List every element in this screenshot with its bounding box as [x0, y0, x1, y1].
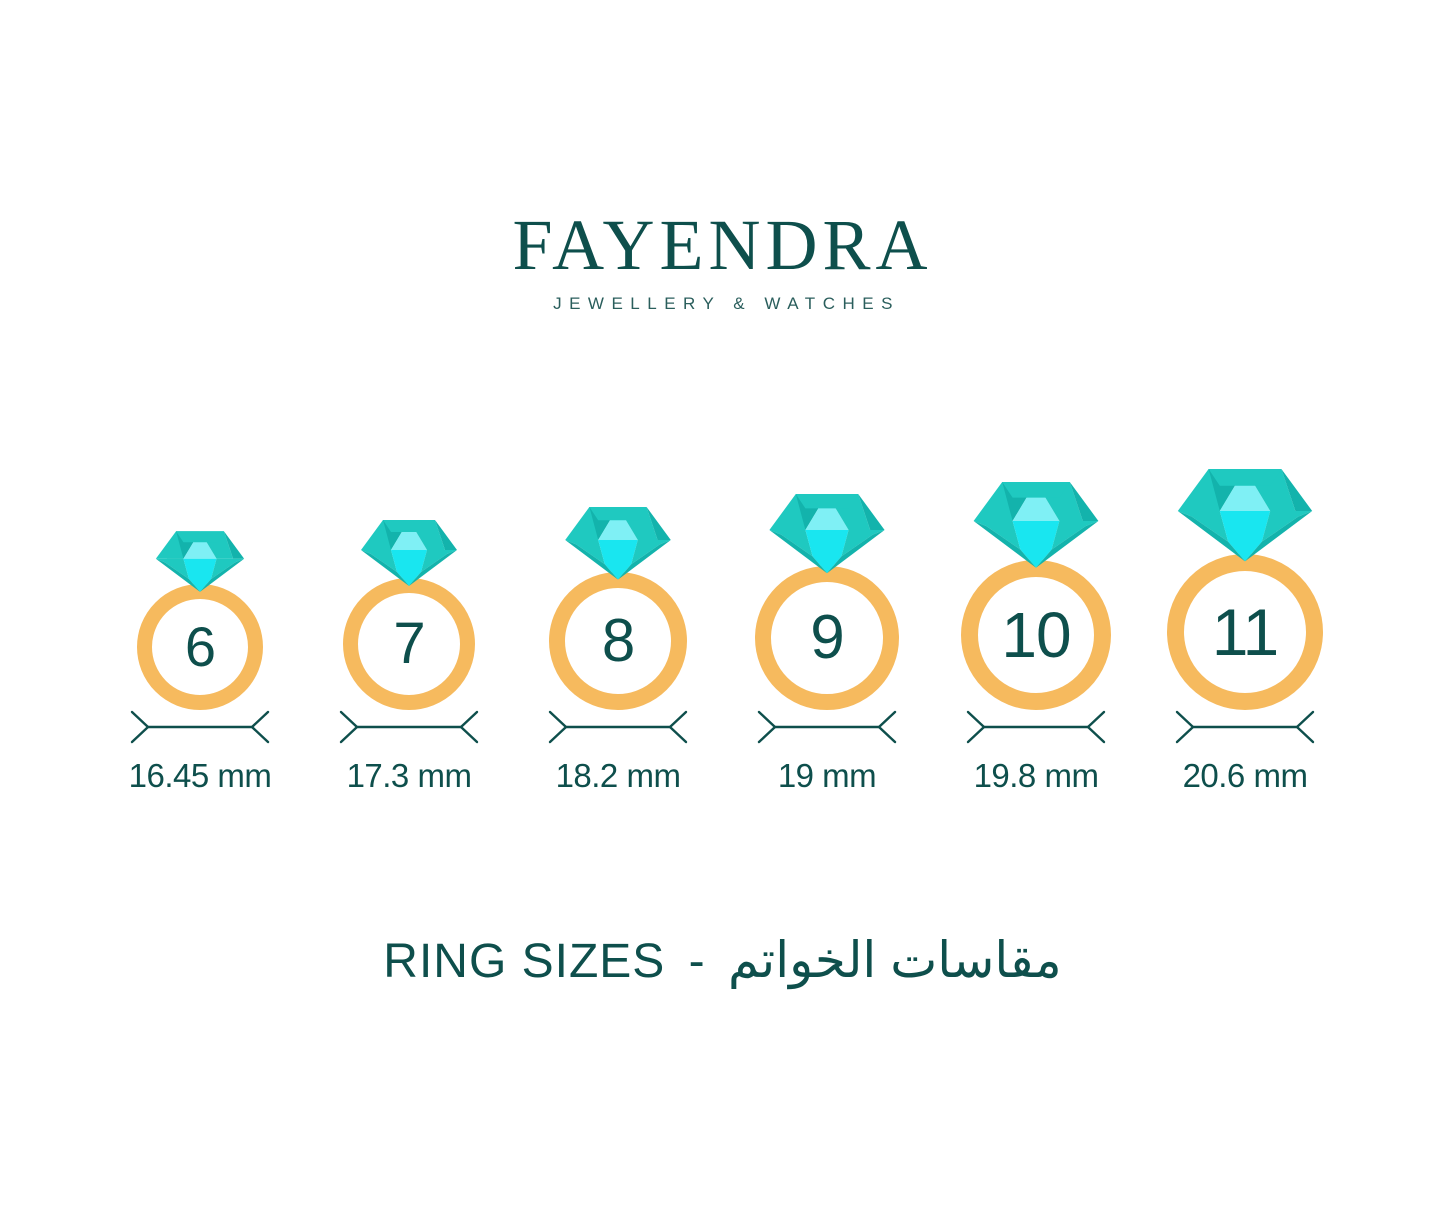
- diamond-gem-icon: [1177, 468, 1313, 562]
- dimension-arrow-icon: [339, 710, 479, 744]
- ring-illustration-row: 6 7 8 9 10 11: [100, 440, 1345, 710]
- diameter-label: 18.2 mm: [555, 757, 681, 794]
- ring-cell[interactable]: 8: [518, 440, 718, 710]
- diameter-label: 16.45 mm: [128, 757, 272, 794]
- ring-size-number: 9: [810, 603, 844, 672]
- ring-size-number: 6: [184, 615, 216, 678]
- ring-cell[interactable]: 11: [1145, 440, 1345, 710]
- ring-band: [1167, 554, 1323, 710]
- ring-band: [961, 560, 1111, 710]
- diameter-label: 20.6 mm: [1182, 757, 1308, 794]
- caption-separator: -: [688, 935, 705, 988]
- dimension-arrow-icon: [1175, 710, 1315, 744]
- dimension-arrow-icon: [548, 710, 688, 744]
- dimension-cell: 19.8 mm: [936, 706, 1136, 816]
- ring-size-number: 7: [393, 611, 425, 676]
- ring-band-wrapper: 6: [137, 584, 263, 710]
- ring-cell[interactable]: 7: [309, 440, 509, 710]
- diamond-gem-icon: [769, 494, 885, 574]
- diamond-gem-icon: [565, 507, 671, 580]
- dimension-cell: 16.45 mm: [100, 706, 300, 816]
- ring-band-wrapper: 11: [1167, 554, 1323, 710]
- diamond-gem-icon: [361, 520, 457, 586]
- dimension-arrow-icon: [966, 710, 1106, 744]
- dimension-arrow-icon: [130, 710, 270, 744]
- ring-cell[interactable]: 6: [100, 440, 300, 710]
- brand-name: FAYENDRA: [512, 205, 933, 285]
- ring-band: [549, 572, 687, 710]
- diamond-gem-icon: [155, 531, 245, 593]
- brand-tagline: JEWELLERY & WATCHES: [553, 294, 900, 313]
- ring-band-wrapper: 8: [549, 572, 687, 710]
- ring-cell[interactable]: 9: [727, 440, 927, 710]
- dimension-row: 16.45 mm 17.3 mm 18.2 mm 19 mm 19.8 mm 20.6 m…: [100, 706, 1345, 816]
- ring-cell[interactable]: 10: [936, 440, 1136, 710]
- caption-arabic: مقاسات الخواتم: [728, 932, 1062, 988]
- ring-band-wrapper: 9: [755, 566, 899, 710]
- brand-logo: FAYENDRA JEWELLERY & WATCHES: [0, 206, 1445, 314]
- chart-caption: RING SIZES - مقاسات الخواتم: [0, 930, 1445, 992]
- diameter-label: 19 mm: [777, 757, 877, 794]
- ring-band: [755, 566, 899, 710]
- dimension-arrow-icon: [757, 710, 897, 744]
- dimension-cell: 20.6 mm: [1145, 706, 1345, 816]
- dimension-cell: 19 mm: [727, 706, 927, 816]
- ring-band-wrapper: 10: [961, 560, 1111, 710]
- ring-size-number: 11: [1211, 595, 1280, 669]
- caption-english: RING SIZES: [383, 935, 666, 988]
- diamond-gem-icon: [973, 481, 1099, 568]
- diameter-label: 17.3 mm: [346, 757, 472, 794]
- diameter-label: 19.8 mm: [973, 757, 1099, 794]
- ring-size-number: 8: [601, 607, 635, 674]
- ring-band-wrapper: 7: [343, 578, 475, 710]
- ring-size-number: 10: [1001, 599, 1071, 671]
- dimension-cell: 18.2 mm: [518, 706, 718, 816]
- dimension-cell: 17.3 mm: [309, 706, 509, 816]
